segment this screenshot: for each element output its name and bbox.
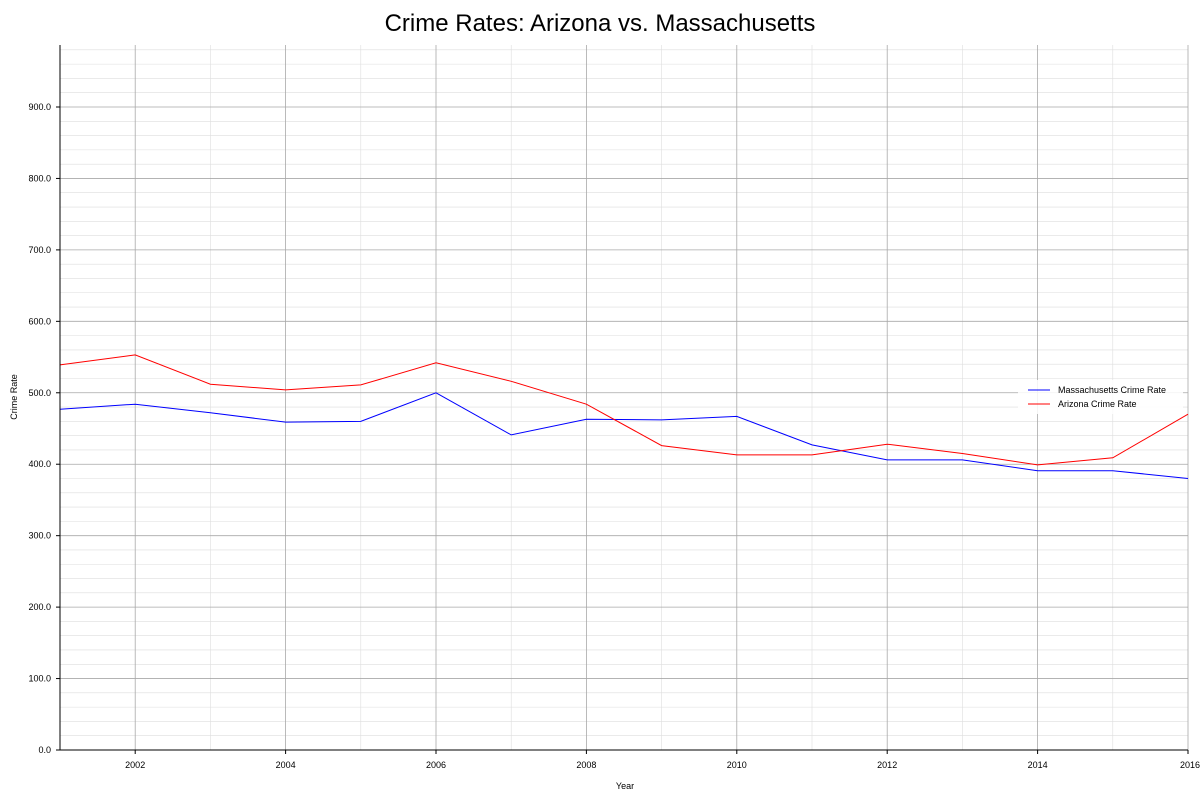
x-tick-label: 2010	[727, 760, 747, 770]
y-tick-label: 300.0	[28, 531, 51, 541]
y-tick-label: 600.0	[28, 316, 51, 326]
y-tick-label: 800.0	[28, 173, 51, 183]
legend-label: Arizona Crime Rate	[1058, 399, 1137, 409]
x-tick-label: 2002	[125, 760, 145, 770]
legend-label: Massachusetts Crime Rate	[1058, 385, 1166, 395]
x-tick-label: 2014	[1028, 760, 1048, 770]
x-tick-label: 2004	[276, 760, 296, 770]
y-tick-label: 700.0	[28, 245, 51, 255]
y-axis-title: Crime Rate	[9, 374, 19, 420]
x-axis-title: Year	[616, 781, 634, 791]
tick-labels: 0.0 100.0 200.0 300.0 400.0 500.0 600.0 700.0 80…	[28, 102, 1200, 770]
y-tick-label: 0.0	[38, 745, 51, 755]
minor-gridlines	[60, 45, 1188, 750]
y-tick-label: 400.0	[28, 459, 51, 469]
y-tick-label: 200.0	[28, 602, 51, 612]
chart-title: Crime Rates: Arizona vs. Massachusetts	[384, 10, 816, 37]
major-gridlines	[60, 45, 1189, 750]
series-lines	[59, 354, 1189, 479]
x-tick-label: 2016	[1180, 760, 1200, 770]
y-tick-label: 500.0	[28, 388, 51, 398]
y-tick-label: 100.0	[28, 674, 51, 684]
axes	[59, 45, 1188, 751]
legend: Massachusetts Crime Rate Arizona Crime Ra…	[1018, 380, 1183, 414]
y-tick-label: 900.0	[28, 102, 51, 112]
x-tick-label: 2006	[426, 760, 446, 770]
legend-box	[1018, 380, 1183, 414]
x-tick-label: 2012	[877, 760, 897, 770]
series-line-arizona	[59, 354, 1189, 466]
series-line-massachusetts	[59, 392, 1189, 479]
x-tick-label: 2008	[576, 760, 596, 770]
